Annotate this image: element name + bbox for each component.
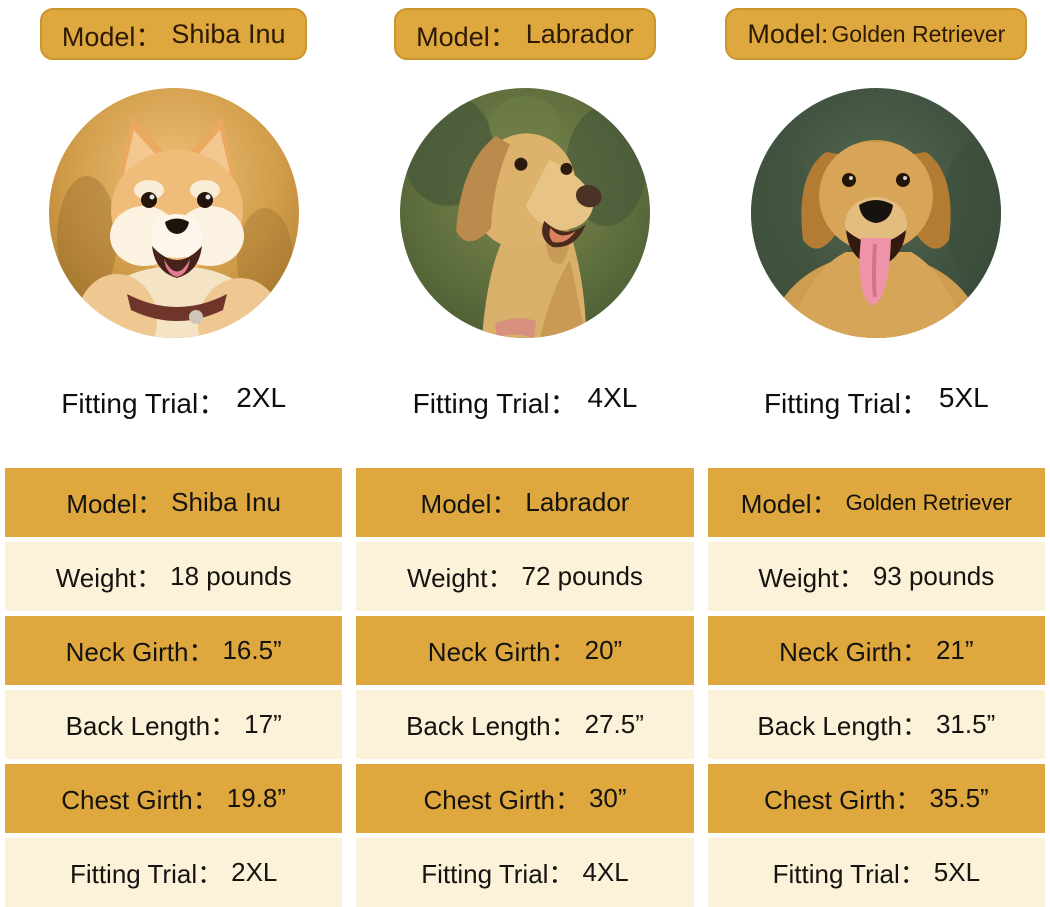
spec-row-back-length: Back Length： 27.5” — [356, 690, 694, 759]
dog-photo-golden-retriever — [751, 88, 1002, 338]
spec-row-value: 17” — [244, 709, 282, 739]
spec-row-label: Weight： — [407, 563, 514, 593]
golden-retriever-illustration — [751, 88, 1002, 338]
spec-row-label: Weight： — [55, 563, 163, 593]
spec-row-neck-girth: Neck Girth： 20” — [356, 616, 694, 685]
column-shiba-inu: Model： Shiba Inu — [5, 8, 343, 907]
model-header-label: Model： — [416, 21, 517, 52]
spec-row-label: Model： — [740, 489, 838, 519]
labrador-illustration — [399, 88, 650, 338]
spec-table-golden-retriever: Model： Golden Retriever Weight： 93 pound… — [707, 468, 1045, 907]
spec-row-chest-girth: Chest Girth： 19.8” — [5, 764, 343, 833]
spec-row-back-length: Back Length： 31.5” — [707, 690, 1045, 759]
spec-row-label: Back Length： — [406, 711, 577, 741]
spec-row-weight: Weight： 18 pounds — [5, 542, 343, 611]
spec-row-fitting-trial: Fitting Trial： 4XL — [356, 838, 694, 907]
spec-row-label: Neck Girth： — [427, 637, 577, 667]
model-header-value: Golden Retriever — [831, 20, 1006, 47]
spec-row-label: Back Length： — [757, 711, 928, 741]
spec-row-value: 5XL — [933, 857, 981, 887]
spec-row-value: 30” — [588, 783, 627, 813]
model-header-pill: Model: Golden Retriever — [725, 8, 1028, 60]
fitting-trial-value: 2XL — [236, 382, 287, 413]
spec-row-value: 31.5” — [935, 709, 996, 739]
fitting-trial-value: 5XL — [938, 382, 989, 413]
spec-row-label: Model： — [420, 489, 518, 519]
spec-row-value: 93 pounds — [872, 561, 995, 591]
spec-row-label: Fitting Trial： — [421, 859, 575, 889]
spec-row-neck-girth: Neck Girth： 16.5” — [5, 616, 343, 685]
spec-row-value: 2XL — [231, 857, 278, 887]
spec-row-label: Weight： — [758, 563, 865, 593]
model-header-value: Labrador — [525, 18, 634, 49]
spec-row-value: 27.5” — [584, 709, 644, 739]
spec-row-label: Back Length： — [65, 711, 237, 741]
spec-row-chest-girth: Chest Girth： 30” — [356, 764, 694, 833]
dog-photo-labrador — [399, 88, 650, 338]
spec-row-chest-girth: Chest Girth： 35.5” — [707, 764, 1045, 833]
spec-row-back-length: Back Length： 17” — [5, 690, 343, 759]
spec-row-value: 18 pounds — [170, 561, 292, 591]
spec-row-fitting-trial: Fitting Trial： 5XL — [707, 838, 1045, 907]
spec-row-value: Shiba Inu — [171, 487, 282, 517]
fitting-trial-line: Fitting Trial： 5XL — [764, 382, 989, 422]
spec-row-label: Neck Girth： — [65, 637, 215, 667]
spec-row-value: 4XL — [582, 857, 629, 887]
spec-row-value: Golden Retriever — [845, 489, 1012, 515]
spec-row-fitting-trial: Fitting Trial： 2XL — [5, 838, 343, 907]
fitting-trial-line: Fitting Trial： 2XL — [61, 382, 286, 422]
fitting-trial-label: Fitting Trial： — [61, 388, 227, 419]
spec-row-neck-girth: Neck Girth： 21” — [707, 616, 1045, 685]
spec-row-value: 16.5” — [222, 635, 282, 665]
spec-row-label: Chest Girth： — [423, 785, 581, 815]
spec-row-value: 35.5” — [929, 783, 989, 813]
column-labrador: Model： Labrador — [356, 8, 694, 907]
model-header-label: Model: — [747, 18, 829, 49]
spec-row-value: 19.8” — [226, 783, 287, 813]
spec-row-label: Fitting Trial： — [772, 859, 926, 889]
spec-row-model: Model： Shiba Inu — [5, 468, 343, 537]
spec-row-model: Model： Labrador — [356, 468, 694, 537]
spec-row-value: 20” — [584, 635, 623, 665]
spec-row-value: 72 pounds — [521, 561, 643, 591]
shiba-inu-illustration — [48, 88, 299, 338]
spec-table-labrador: Model： Labrador Weight： 72 pounds Neck G… — [356, 468, 694, 907]
model-header-label: Model： — [61, 21, 163, 52]
spec-row-label: Neck Girth： — [779, 637, 928, 667]
fitting-trial-line: Fitting Trial： 4XL — [413, 382, 638, 422]
spec-row-model: Model： Golden Retriever — [707, 468, 1045, 537]
dog-photo-shiba-inu — [48, 88, 299, 338]
spec-row-label: Chest Girth： — [763, 785, 922, 815]
column-golden-retriever: Model: Golden Retriever — [707, 8, 1045, 907]
fitting-trial-label: Fitting Trial： — [412, 388, 578, 419]
spec-row-weight: Weight： 72 pounds — [356, 542, 694, 611]
model-header-pill: Model： Shiba Inu — [39, 8, 308, 60]
spec-row-label: Fitting Trial： — [69, 859, 224, 889]
fitting-trial-label: Fitting Trial： — [763, 388, 929, 419]
spec-row-label: Chest Girth： — [61, 785, 219, 815]
fitting-trial-value: 4XL — [587, 382, 638, 413]
spec-row-label: Model： — [66, 489, 164, 519]
model-header-pill: Model： Labrador — [394, 8, 656, 60]
spec-row-value: 21” — [935, 635, 974, 665]
spec-row-weight: Weight： 93 pounds — [707, 542, 1045, 611]
spec-row-value: Labrador — [525, 487, 630, 517]
spec-table-shiba-inu: Model： Shiba Inu Weight： 18 pounds Neck … — [5, 468, 343, 907]
model-header-value: Shiba Inu — [171, 18, 286, 49]
